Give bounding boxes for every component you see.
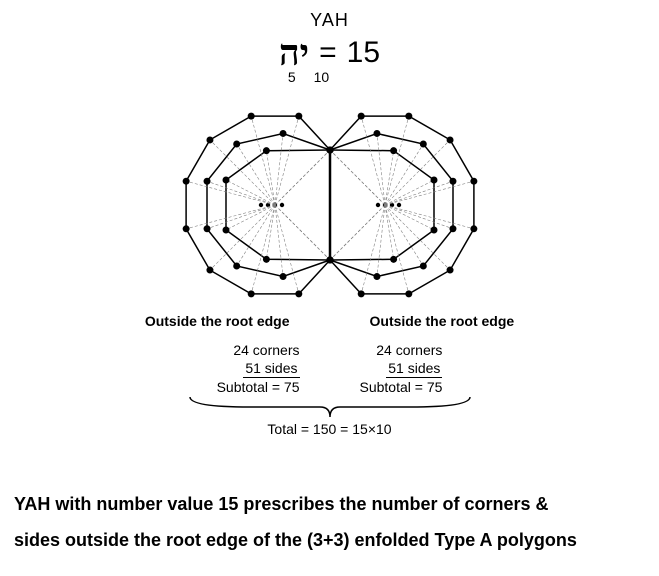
- sub-5: 5: [288, 69, 296, 85]
- caption-text: YAH with number value 15 prescribes the …: [14, 486, 645, 558]
- equation-row: יה = 15: [0, 35, 659, 71]
- subtotal-value-left: 75: [284, 379, 300, 395]
- sides-left: 51 sides: [243, 359, 299, 378]
- caption-line-2: sides outside the root edge of the (3+3)…: [14, 522, 645, 558]
- total-line: Total = 150 = 15×10: [0, 421, 659, 437]
- hebrew-letters: יה: [279, 35, 309, 71]
- caption-line-1: YAH with number value 15 prescribes the …: [14, 486, 645, 522]
- curly-brace: [170, 395, 490, 421]
- subtotal-value-right: 75: [427, 379, 443, 395]
- subtotal-label-left: Subtotal =: [217, 379, 280, 395]
- corners-left: 24 corners: [217, 341, 300, 359]
- sub-10: 10: [314, 69, 330, 85]
- outside-label-left: Outside the root edge: [145, 313, 290, 329]
- subtotal-label-right: Subtotal =: [360, 379, 423, 395]
- calc-block-left: 24 corners 51 sides Subtotal = 75: [217, 341, 300, 397]
- outside-label-right: Outside the root edge: [370, 313, 515, 329]
- sides-right: 51 sides: [386, 359, 442, 378]
- corners-right: 24 corners: [360, 341, 443, 359]
- enfolded-polygons-diagram: [120, 105, 540, 305]
- calc-block-right: 24 corners 51 sides Subtotal = 75: [360, 341, 443, 397]
- equals-sign: =: [319, 36, 337, 70]
- value-15: 15: [347, 36, 380, 70]
- title-yah: YAH: [0, 10, 659, 31]
- subscript-numbers: 5 10: [0, 69, 659, 85]
